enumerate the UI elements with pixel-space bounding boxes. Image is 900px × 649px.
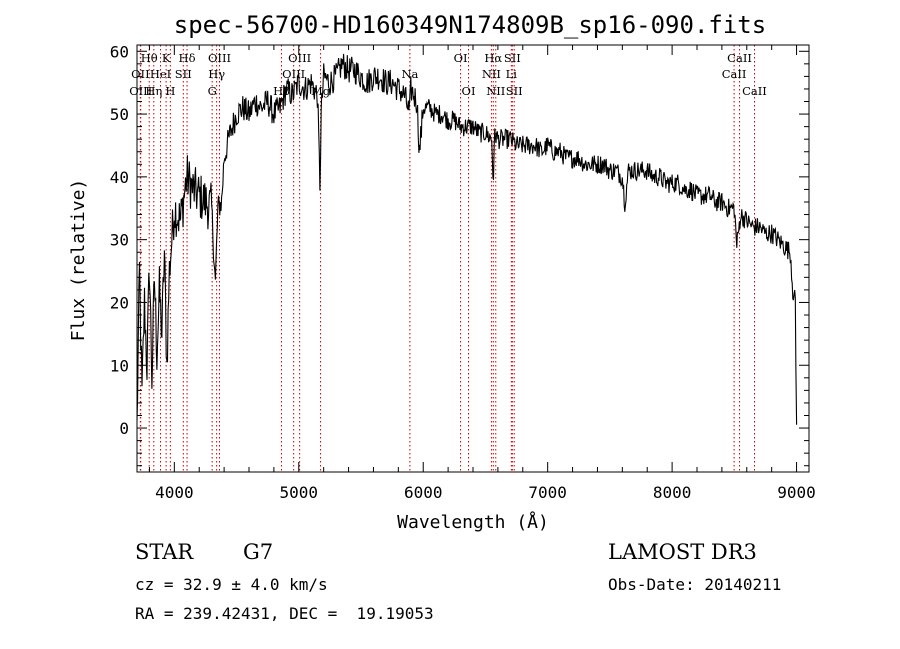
line-label-10: Hγ: [208, 67, 225, 81]
x-tick-label-2: 6000: [404, 483, 443, 502]
line-label-9: OIII: [208, 51, 231, 65]
y-tick-label-3: 30: [110, 231, 129, 250]
y-tick-label-1: 10: [110, 356, 129, 375]
object-class: STAR: [135, 540, 194, 564]
line-label-3: K: [162, 51, 171, 65]
line-label-20: SII: [504, 51, 521, 65]
plot-frame: [136, 44, 810, 473]
line-label-2: OIII: [129, 84, 152, 98]
chart-title: spec-56700-HD160349N174809B_sp16-090.fit…: [174, 11, 766, 39]
x-axis: 4000 5000 6000 7000 8000 9000: [148, 45, 816, 502]
y-tick-label-6: 60: [110, 42, 129, 61]
y-axis: 0 10 20 30 40 50 60: [110, 42, 809, 467]
y-tick-label-5: 50: [110, 105, 129, 124]
line-label-6: SII: [175, 67, 192, 81]
survey-name: LAMOST DR3: [608, 540, 757, 564]
y-tick-label-2: 20: [110, 293, 129, 312]
line-label-16: Na: [401, 67, 418, 81]
line-label-18: OI: [462, 84, 476, 98]
y-tick-label-0: 0: [119, 419, 129, 438]
line-label-1: OII: [131, 67, 150, 81]
line-label-21: NII: [482, 67, 501, 81]
line-label-23: NII: [486, 84, 505, 98]
line-label-27: CaII: [742, 84, 767, 98]
line-label-24: SII: [506, 84, 523, 98]
redshift-velocity: cz = 32.9 ± 4.0 km/s: [135, 575, 328, 594]
observation-date: Obs-Date: 20140211: [608, 575, 782, 594]
x-tick-label-0: 4000: [155, 483, 194, 502]
line-label-5: Hη: [145, 84, 162, 98]
line-label-4: HeI: [150, 67, 171, 81]
x-tick-label-4: 8000: [653, 483, 692, 502]
sky-coordinates: RA = 239.42431, DEC = 19.19053: [135, 604, 434, 623]
line-markers: [139, 45, 755, 472]
line-label-7: H: [165, 84, 175, 98]
line-label-17: OI: [454, 51, 468, 65]
line-label-11: G: [208, 84, 217, 98]
line-label-25: CaII: [727, 51, 752, 65]
line-label-14: Hβ: [273, 84, 290, 98]
x-tick-label-1: 5000: [280, 483, 319, 502]
object-subclass: G7: [243, 540, 274, 564]
line-label-22: Li: [506, 67, 518, 81]
line-label-12: OIII: [288, 51, 311, 65]
spectrum-line: [136, 53, 798, 425]
y-tick-label-4: 40: [110, 168, 129, 187]
y-axis-label: Flux (relative): [68, 179, 89, 342]
line-label-8: Hδ: [179, 51, 196, 65]
x-tick-label-3: 7000: [528, 483, 567, 502]
line-label-26: CaII: [722, 67, 747, 81]
x-tick-label-5: 9000: [777, 483, 816, 502]
line-label-19: Hα: [484, 51, 502, 65]
x-axis-label: Wavelength (Å): [397, 511, 549, 533]
line-label-13: OIII: [282, 67, 305, 81]
line-label-0: Hθ: [141, 51, 158, 65]
